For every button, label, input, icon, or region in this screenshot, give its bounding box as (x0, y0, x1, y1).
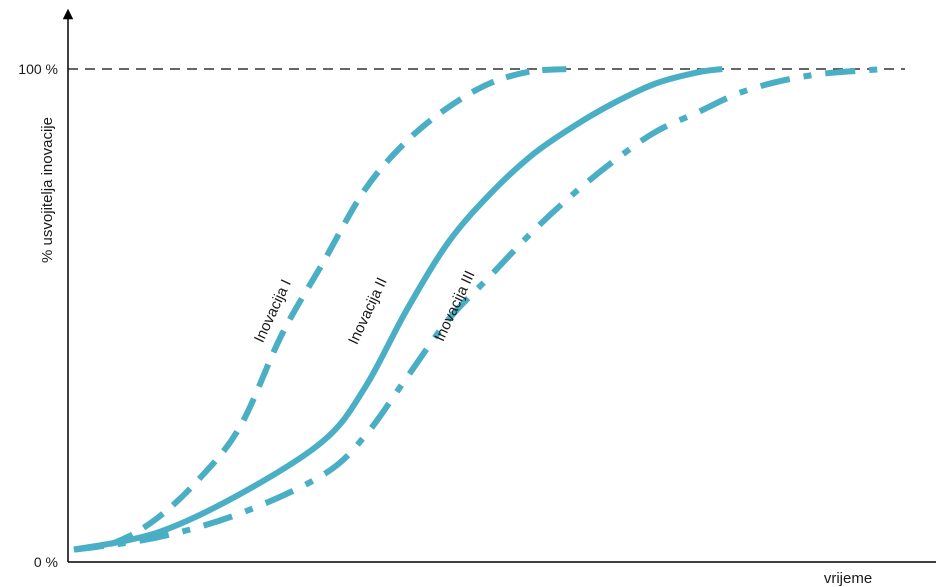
series-line-inovacija-i (73, 66, 573, 553)
series-label-inovacija-iii: Inovacija III (431, 268, 478, 344)
series-group (73, 66, 889, 553)
y-tick-label-100: 100 % (18, 61, 58, 77)
series-label-inovacija-i: Inovacija I (251, 277, 295, 345)
y-axis-label: % usvojitelja inovacije (39, 117, 56, 263)
series-line-inovacija-iii (73, 66, 889, 553)
series-label-inovacija-ii: Inovacija II (345, 275, 391, 347)
series-line-inovacija-ii (73, 66, 723, 553)
x-axis-label: vrijeme (824, 570, 872, 587)
y-tick-label-0: 0 % (34, 554, 58, 570)
